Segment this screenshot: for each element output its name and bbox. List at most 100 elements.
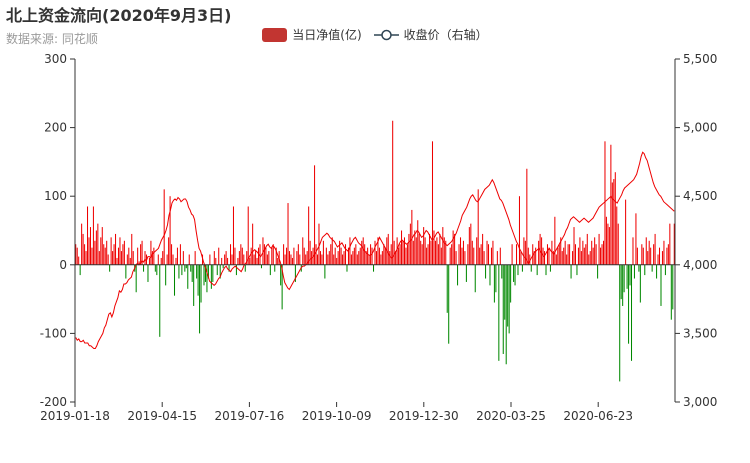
bar xyxy=(520,251,522,265)
bar xyxy=(406,244,408,265)
bar xyxy=(420,240,422,265)
bar xyxy=(371,247,373,265)
bar xyxy=(303,247,305,265)
bar xyxy=(402,240,404,265)
bar xyxy=(212,264,214,282)
bar xyxy=(275,247,277,265)
bar xyxy=(228,264,230,272)
bar xyxy=(552,251,554,265)
bar xyxy=(527,247,529,265)
bar xyxy=(648,240,650,265)
bar xyxy=(237,257,239,265)
bar xyxy=(583,247,585,265)
legend-item-close-price[interactable]: 收盘价（右轴） xyxy=(373,26,488,43)
bar xyxy=(151,251,153,265)
bar xyxy=(327,254,329,265)
bar xyxy=(163,189,165,265)
bar xyxy=(322,240,324,265)
bar xyxy=(274,264,276,272)
bar xyxy=(673,223,675,265)
bar xyxy=(339,240,341,265)
bar xyxy=(580,251,582,265)
bar xyxy=(258,247,260,265)
bar xyxy=(645,237,647,265)
bar xyxy=(128,247,130,265)
bar xyxy=(173,264,176,296)
bar xyxy=(631,264,633,361)
y-left-tick-label: 300 xyxy=(44,52,67,66)
bar xyxy=(492,240,494,265)
bar xyxy=(318,223,320,265)
bar xyxy=(100,237,102,265)
bar xyxy=(232,206,234,265)
bar xyxy=(346,264,348,272)
bar xyxy=(549,264,551,272)
bar xyxy=(224,254,226,265)
bar xyxy=(129,257,131,265)
bar xyxy=(626,264,628,289)
bar xyxy=(169,196,171,265)
bar xyxy=(367,247,369,265)
bar xyxy=(383,244,385,265)
bar xyxy=(564,240,566,265)
bar xyxy=(544,251,546,265)
bar xyxy=(601,244,603,265)
bar xyxy=(538,240,540,265)
bar xyxy=(405,247,407,265)
bar xyxy=(546,244,548,265)
bar xyxy=(632,237,634,265)
bar xyxy=(622,264,624,306)
bar xyxy=(570,264,572,279)
x-tick-label: 2019-07-16 xyxy=(215,409,285,423)
bar xyxy=(582,240,584,265)
bar xyxy=(331,237,333,265)
bar xyxy=(493,264,495,303)
bar xyxy=(122,244,124,265)
bar xyxy=(244,264,246,272)
bar xyxy=(473,247,475,265)
bar xyxy=(661,251,663,265)
bar xyxy=(403,237,405,265)
bar xyxy=(231,254,233,265)
bar xyxy=(647,251,649,265)
bar xyxy=(629,264,631,286)
bar xyxy=(234,247,236,265)
bar xyxy=(464,251,466,265)
bar xyxy=(443,237,445,265)
bar xyxy=(482,233,484,265)
bar xyxy=(639,264,641,303)
y-right-tick-label: 5,000 xyxy=(683,121,717,135)
bar xyxy=(409,223,411,265)
bar xyxy=(611,182,613,265)
bar xyxy=(545,264,547,276)
bar xyxy=(551,240,553,265)
bar xyxy=(595,244,597,265)
bar xyxy=(504,264,506,320)
bar xyxy=(255,251,257,265)
bar xyxy=(349,237,351,265)
x-tick-label: 2019-12-30 xyxy=(389,409,459,423)
bar xyxy=(210,264,212,289)
bar xyxy=(117,247,119,265)
bar xyxy=(468,227,470,265)
bar xyxy=(431,141,434,265)
bar xyxy=(350,254,352,265)
bar xyxy=(523,237,525,265)
bar xyxy=(345,244,347,265)
bar xyxy=(165,264,167,286)
bar xyxy=(598,233,600,265)
bar xyxy=(85,251,87,265)
bar xyxy=(476,237,478,265)
bar xyxy=(380,254,382,265)
bar xyxy=(243,254,245,265)
bar xyxy=(442,227,444,265)
axes-group: 300 200 100 0 -100 -200 5,500 5,000 4,500 4,000 3,… xyxy=(40,52,718,423)
bar xyxy=(535,247,537,265)
bar xyxy=(88,237,90,265)
bar xyxy=(455,251,457,265)
x-tick-label: 2020-03-25 xyxy=(476,409,546,423)
bar xyxy=(488,244,490,265)
bar xyxy=(333,254,335,265)
bar xyxy=(241,247,243,265)
legend-item-net-flow[interactable]: 当日净值(亿) xyxy=(262,26,362,43)
